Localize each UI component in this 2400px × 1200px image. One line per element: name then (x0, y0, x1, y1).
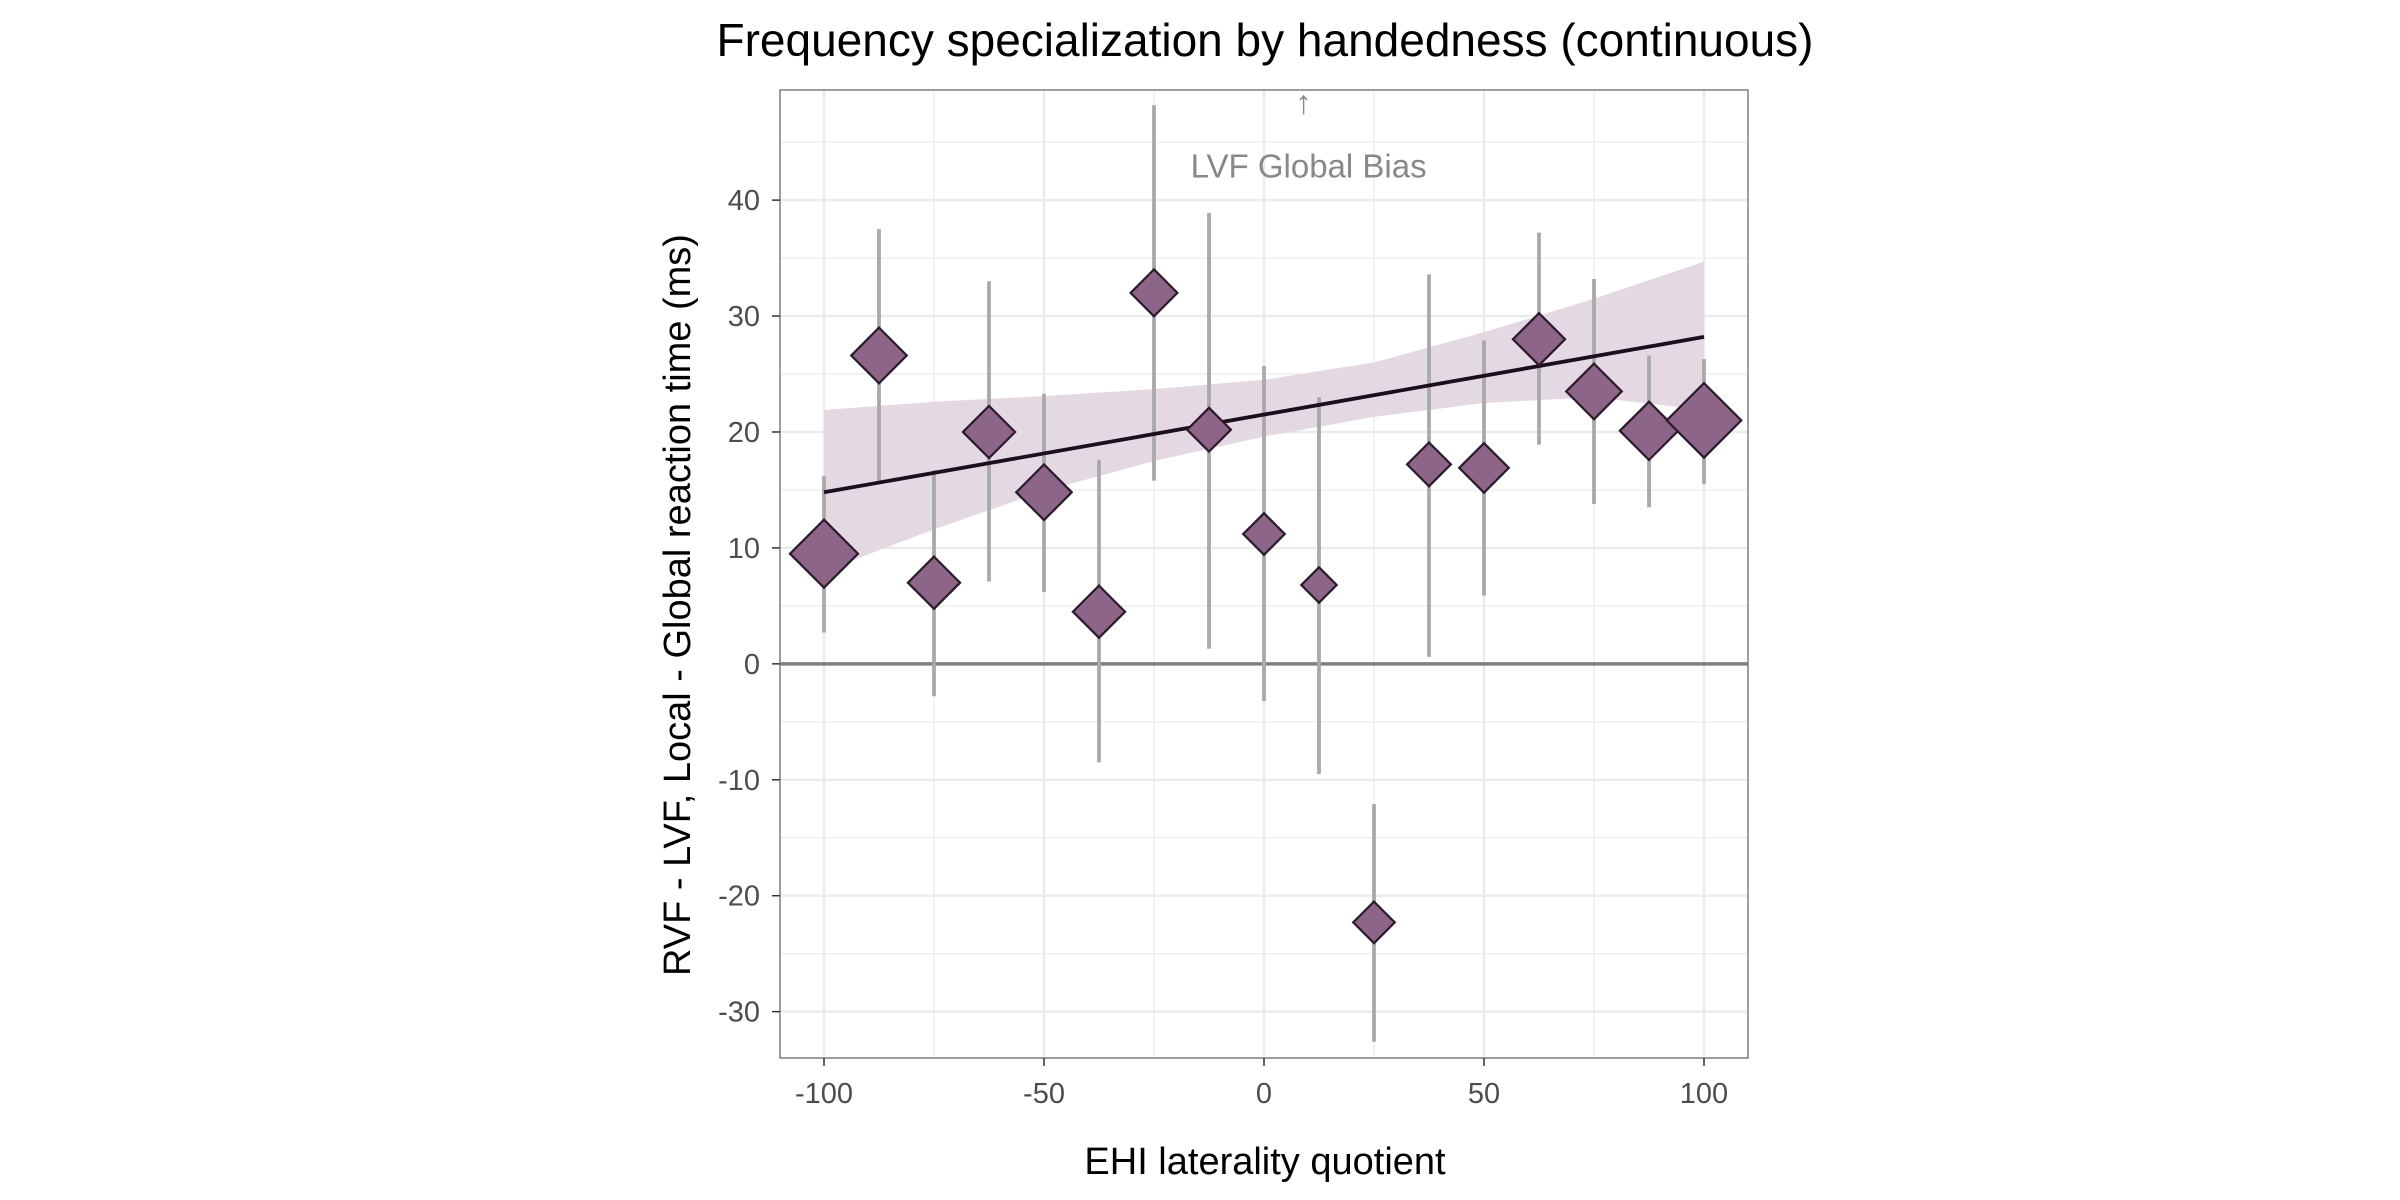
chart-title: Frequency specialization by handedness (… (717, 14, 1814, 66)
data-point (1564, 362, 1624, 421)
data-point (849, 326, 909, 385)
y-axis-ticks: -30 -20 -10 0 10 20 30 40 (718, 185, 780, 1029)
regression-line (823, 335, 1705, 495)
x-axis-ticks: -100 -50 0 50 100 (795, 1058, 1728, 1110)
y-tick-label: -20 (718, 881, 760, 913)
regression-layer (823, 335, 1705, 495)
data-point (1457, 441, 1511, 495)
data-point (961, 404, 1017, 460)
y-tick-label: -10 (718, 765, 760, 797)
y-tick-label: 40 (728, 185, 760, 217)
data-point (1511, 311, 1567, 367)
data-point (1129, 267, 1179, 318)
y-tick-label: 30 (728, 301, 760, 333)
x-tick-label: 100 (1680, 1078, 1728, 1110)
data-point (1618, 400, 1680, 462)
data-point (1014, 462, 1074, 522)
data-point (788, 518, 860, 590)
data-point (1405, 440, 1453, 488)
data-point (1185, 406, 1233, 454)
x-tick-label: -100 (795, 1078, 853, 1110)
data-point (1241, 511, 1287, 557)
y-tick-label: -30 (718, 997, 760, 1029)
x-tick-label: 50 (1468, 1078, 1500, 1110)
x-axis-title: EHI laterality quotient (1084, 1141, 1446, 1183)
y-tick-label: 10 (728, 533, 760, 565)
y-axis-title: RVF - LVF, Local - Global reaction time … (657, 234, 699, 976)
data-point (1665, 381, 1743, 460)
x-tick-label: -50 (1023, 1078, 1065, 1110)
y-tick-label: 0 (744, 649, 760, 681)
data-point (906, 555, 962, 611)
x-tick-label: 0 (1256, 1078, 1272, 1110)
annotation-label: LVF Global Bias (1191, 147, 1427, 184)
data-points (788, 267, 1743, 945)
y-tick-label: 20 (728, 417, 760, 449)
data-point (1351, 900, 1397, 945)
annotation: ↑ LVF Global Bias (1191, 83, 1427, 184)
data-point (1299, 565, 1339, 605)
data-point (1071, 584, 1127, 640)
annotation-arrow: ↑ (1295, 83, 1312, 120)
